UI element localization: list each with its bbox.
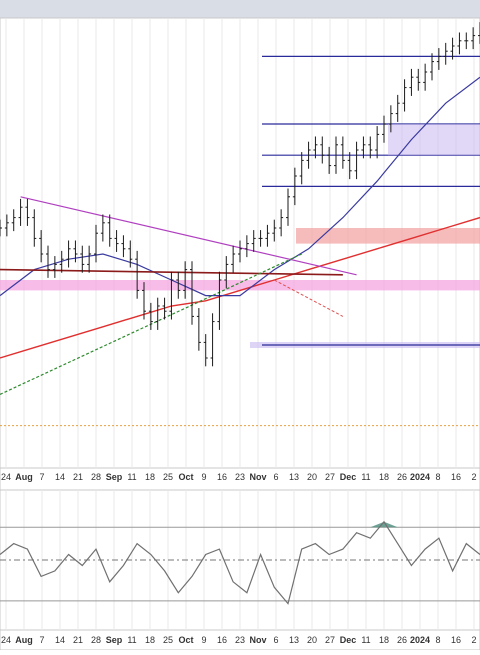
sma-long-line (0, 216, 480, 359)
x-tick-label: 2 (471, 635, 476, 645)
x-tick-label: 16 (217, 472, 227, 482)
x-tick-label: 26 (397, 472, 407, 482)
x-tick-label: 27 (325, 472, 335, 482)
x-tick-label: 23 (235, 635, 245, 645)
indicator-line (0, 520, 480, 605)
x-tick-label: 13 (289, 472, 299, 482)
title-bar (0, 0, 480, 18)
x-tick-label: 6 (273, 472, 278, 482)
x-tick-label: 11 (361, 635, 370, 645)
x-tick-label: 20 (307, 472, 317, 482)
x-tick-label: 6 (273, 635, 278, 645)
x-tick-label: 2024 (410, 472, 430, 482)
x-tick-label: 8 (435, 635, 440, 645)
x-tick-label: Nov (249, 472, 266, 482)
x-tick-label: Sep (106, 635, 123, 645)
x-tick-label: 8 (435, 472, 440, 482)
x-tick-label: 11 (127, 635, 136, 645)
x-tick-label: Oct (178, 472, 193, 482)
x-tick-label: 11 (361, 472, 370, 482)
x-tick-label: Aug (15, 635, 33, 645)
pink-highlight-band (0, 280, 480, 291)
x-tick-label: 28 (91, 635, 101, 645)
indicator-overbought-fill (384, 521, 398, 528)
x-tick-label: 9 (201, 472, 206, 482)
x-tick-label: 18 (145, 472, 155, 482)
x-tick-label: 26 (397, 635, 407, 645)
x-tick-label: Oct (178, 635, 193, 645)
x-tick-label: 13 (289, 635, 299, 645)
projection-line (274, 279, 344, 317)
x-tick-label: 25 (163, 635, 173, 645)
x-tick-label: Dec (340, 472, 357, 482)
x-tick-label: Aug (15, 472, 33, 482)
x-tick-label: 27 (325, 635, 335, 645)
x-tick-label: Nov (249, 635, 266, 645)
x-tick-label: 7 (39, 472, 44, 482)
x-tick-label: Sep (106, 472, 123, 482)
x-tick-label: 7 (39, 635, 44, 645)
x-tick-label: 14 (55, 635, 65, 645)
x-tick-label: 16 (451, 472, 461, 482)
sma-short-line (0, 76, 480, 297)
x-tick-label: 2024 (410, 635, 430, 645)
x-tick-label: 20 (307, 635, 317, 645)
x-tick-label: Dec (340, 635, 357, 645)
x-tick-label: 16 (217, 635, 227, 645)
x-tick-label: 25 (163, 472, 173, 482)
x-tick-label: 23 (235, 472, 245, 482)
x-tick-label: 24 (1, 472, 11, 482)
x-tick-label: 28 (91, 472, 101, 482)
x-tick-label: 2 (471, 472, 476, 482)
x-tick-label: 16 (451, 635, 461, 645)
x-tick-label: 11 (127, 472, 136, 482)
x-tick-label: 18 (145, 635, 155, 645)
x-tick-label: 21 (73, 635, 83, 645)
x-tick-label: 14 (55, 472, 65, 482)
x-tick-label: 21 (73, 472, 83, 482)
x-tick-label: 24 (1, 635, 11, 645)
x-tick-label: 18 (379, 635, 389, 645)
x-tick-label: 9 (201, 635, 206, 645)
descending-trend-line (20, 196, 357, 276)
x-tick-label: 18 (379, 472, 389, 482)
